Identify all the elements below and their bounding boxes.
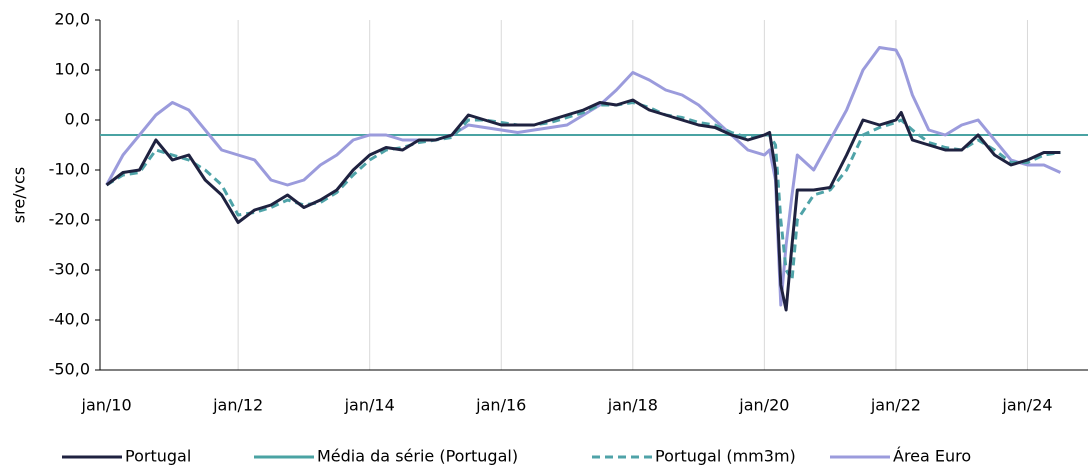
x-tick-label: jan/24 (1001, 396, 1052, 415)
y-tick-label: 0,0 (65, 110, 90, 129)
y-tick-label: -40,0 (49, 310, 90, 329)
x-tick-label: jan/18 (607, 396, 658, 415)
y-tick-label: -20,0 (49, 210, 90, 229)
legend-label: Área Euro (893, 447, 971, 466)
x-tick-label: jan/14 (344, 396, 395, 415)
y-axis-title: sre/vcs (10, 167, 29, 223)
legend-label: Portugal (125, 447, 191, 466)
y-tick-label: 10,0 (54, 60, 90, 79)
x-tick-label: jan/22 (870, 396, 921, 415)
legend-label: Média da série (Portugal) (317, 447, 518, 466)
legend-label: Portugal (mm3m) (655, 447, 796, 466)
y-tick-label: -30,0 (49, 260, 90, 279)
x-tick-label: jan/16 (475, 396, 526, 415)
x-tick-label: jan/10 (81, 396, 132, 415)
y-tick-label: 20,0 (54, 10, 90, 29)
series-line (105, 98, 1061, 312)
x-tick-label: jan/20 (738, 396, 789, 415)
series-line (105, 46, 1062, 307)
y-tick-label: -50,0 (49, 360, 90, 379)
y-tick-label: -10,0 (49, 160, 90, 179)
x-tick-label: jan/12 (212, 396, 263, 415)
series-line (105, 101, 1061, 282)
